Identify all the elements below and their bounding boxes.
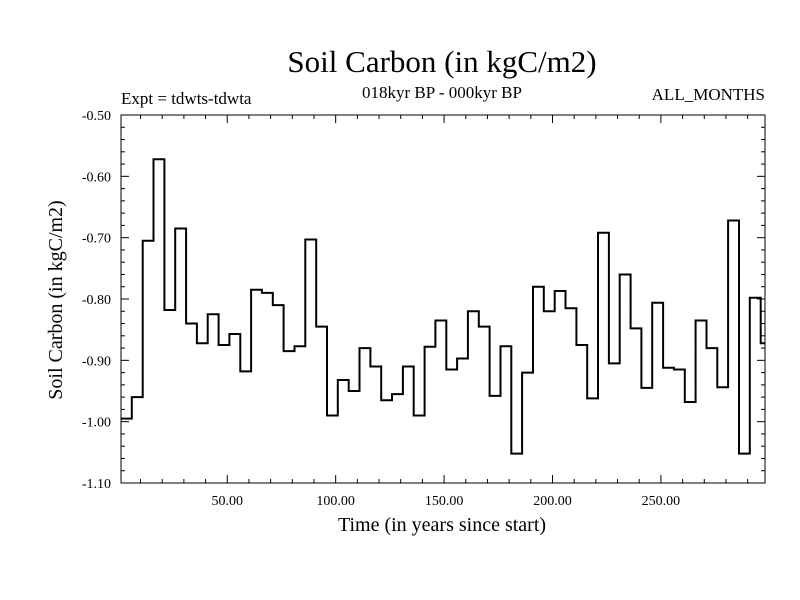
plot-frame xyxy=(120,114,766,484)
x-tick-label: 150.00 xyxy=(425,494,464,509)
y-tick-label: -0.80 xyxy=(82,293,111,308)
x-tick-label: 100.00 xyxy=(316,494,355,509)
x-tick-label: 200.00 xyxy=(533,494,572,509)
y-tick-label: -0.60 xyxy=(82,170,111,185)
soil-carbon-series-line xyxy=(121,158,765,455)
chart-title: Soil Carbon (in kgC/m2) xyxy=(287,44,597,79)
experiment-label: Expt = tdwts-tdwta xyxy=(121,89,252,108)
period-label: 018kyr BP - 000kyr BP xyxy=(362,83,522,102)
y-tick-label: -0.90 xyxy=(82,354,111,369)
y-tick-label: -1.10 xyxy=(82,477,111,492)
x-tick-label: 250.00 xyxy=(642,494,681,509)
y-tick-label: -0.50 xyxy=(82,109,111,124)
y-tick-label: -1.00 xyxy=(82,416,111,431)
x-axis-label: Time (in years since start) xyxy=(337,514,547,536)
x-tick-label: 50.00 xyxy=(211,494,243,509)
y-tick-label: -0.70 xyxy=(82,232,111,247)
months-label: ALL_MONTHS xyxy=(651,85,765,104)
